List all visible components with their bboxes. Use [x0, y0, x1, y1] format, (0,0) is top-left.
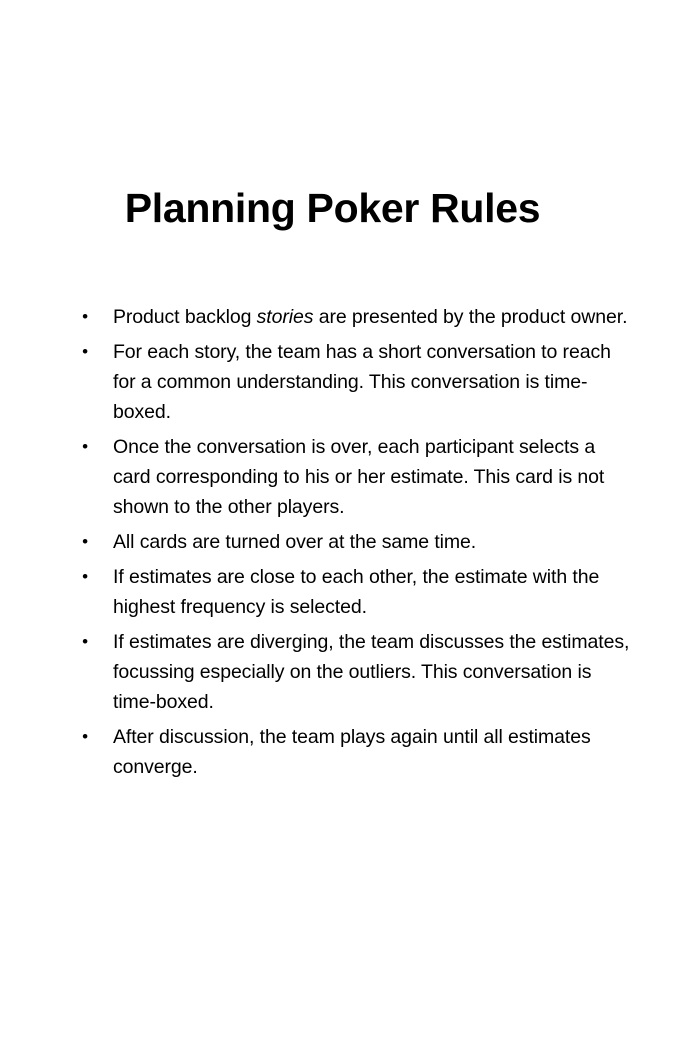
rule-item: • Product backlog stories are presented b… [72, 302, 632, 332]
rule-text-segment: If estimates are close to each other, th… [113, 566, 600, 618]
bullet-icon: • [82, 437, 88, 456]
rule-text-segment: are presented by the product owner. [313, 306, 628, 328]
bullet-icon: • [82, 727, 88, 746]
rule-text: After discussion, the team plays again u… [113, 726, 591, 778]
bullet-icon: • [82, 307, 88, 326]
rule-text: All cards are turned over at the same ti… [113, 531, 476, 553]
rule-text-segment: Once the conversation is over, each part… [113, 436, 605, 518]
rule-item: • If estimates are diverging, the team di… [72, 627, 632, 717]
rule-item: • If estimates are close to each other, t… [72, 562, 632, 622]
rule-item: • After discussion, the team plays again … [72, 722, 632, 782]
rule-item: • Once the conversation is over, each par… [72, 432, 632, 522]
rule-text: For each story, the team has a short con… [113, 341, 611, 423]
page-title: Planning Poker Rules [124, 185, 541, 231]
rule-text-segment: If estimates are diverging, the team dis… [113, 631, 630, 713]
bullet-icon: • [82, 567, 88, 586]
rule-item: • For each story, the team has a short co… [72, 337, 632, 427]
rule-text-segment: All cards are turned over at the same ti… [113, 531, 477, 553]
emphasized-text: stories [256, 306, 314, 328]
bullet-icon: • [82, 632, 88, 651]
rule-text: Product backlog stories are presented by… [113, 306, 628, 328]
rule-item: • All cards are turned over at the same t… [72, 527, 632, 557]
rule-text-segment: After discussion, the team plays again u… [113, 726, 591, 778]
bullet-icon: • [82, 532, 88, 551]
rules-list: • Product backlog stories are presented b… [72, 302, 632, 787]
rule-text: If estimates are diverging, the team dis… [113, 631, 629, 713]
rule-text-segment: Product backlog [113, 306, 257, 328]
bullet-icon: • [82, 342, 88, 361]
rule-text-segment: For each story, the team has a short con… [113, 341, 611, 423]
rule-text: If estimates are close to each other, th… [113, 566, 599, 618]
rule-text: Once the conversation is over, each part… [113, 436, 604, 518]
